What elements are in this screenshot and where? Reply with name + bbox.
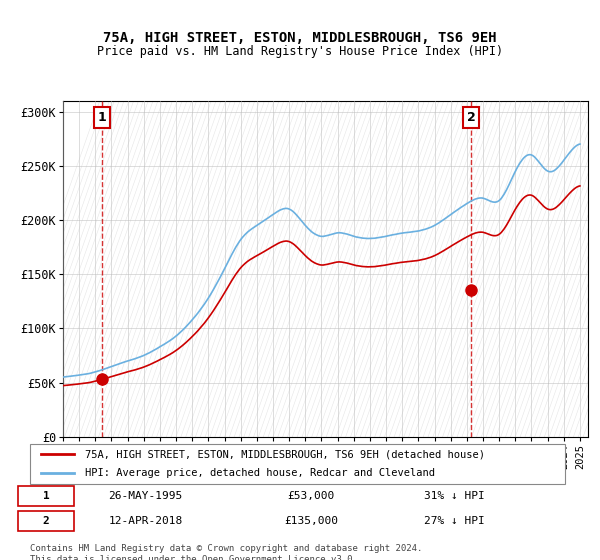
Text: 27% ↓ HPI: 27% ↓ HPI xyxy=(424,516,485,526)
FancyBboxPatch shape xyxy=(19,511,74,531)
FancyBboxPatch shape xyxy=(29,444,565,483)
Text: 75A, HIGH STREET, ESTON, MIDDLESBROUGH, TS6 9EH: 75A, HIGH STREET, ESTON, MIDDLESBROUGH, … xyxy=(103,31,497,45)
Text: Contains HM Land Registry data © Crown copyright and database right 2024.
This d: Contains HM Land Registry data © Crown c… xyxy=(30,544,422,560)
Text: 1: 1 xyxy=(43,491,49,501)
Text: 31% ↓ HPI: 31% ↓ HPI xyxy=(424,491,485,501)
Text: 75A, HIGH STREET, ESTON, MIDDLESBROUGH, TS6 9EH (detached house): 75A, HIGH STREET, ESTON, MIDDLESBROUGH, … xyxy=(85,449,485,459)
Text: Price paid vs. HM Land Registry's House Price Index (HPI): Price paid vs. HM Land Registry's House … xyxy=(97,45,503,58)
Text: 26-MAY-1995: 26-MAY-1995 xyxy=(109,491,182,501)
Text: £135,000: £135,000 xyxy=(284,516,338,526)
Text: £53,000: £53,000 xyxy=(287,491,335,501)
Text: 12-APR-2018: 12-APR-2018 xyxy=(109,516,182,526)
Text: 2: 2 xyxy=(43,516,49,526)
FancyBboxPatch shape xyxy=(19,486,74,506)
Text: 2: 2 xyxy=(467,111,476,124)
Text: HPI: Average price, detached house, Redcar and Cleveland: HPI: Average price, detached house, Redc… xyxy=(85,468,435,478)
Text: 1: 1 xyxy=(97,111,106,124)
